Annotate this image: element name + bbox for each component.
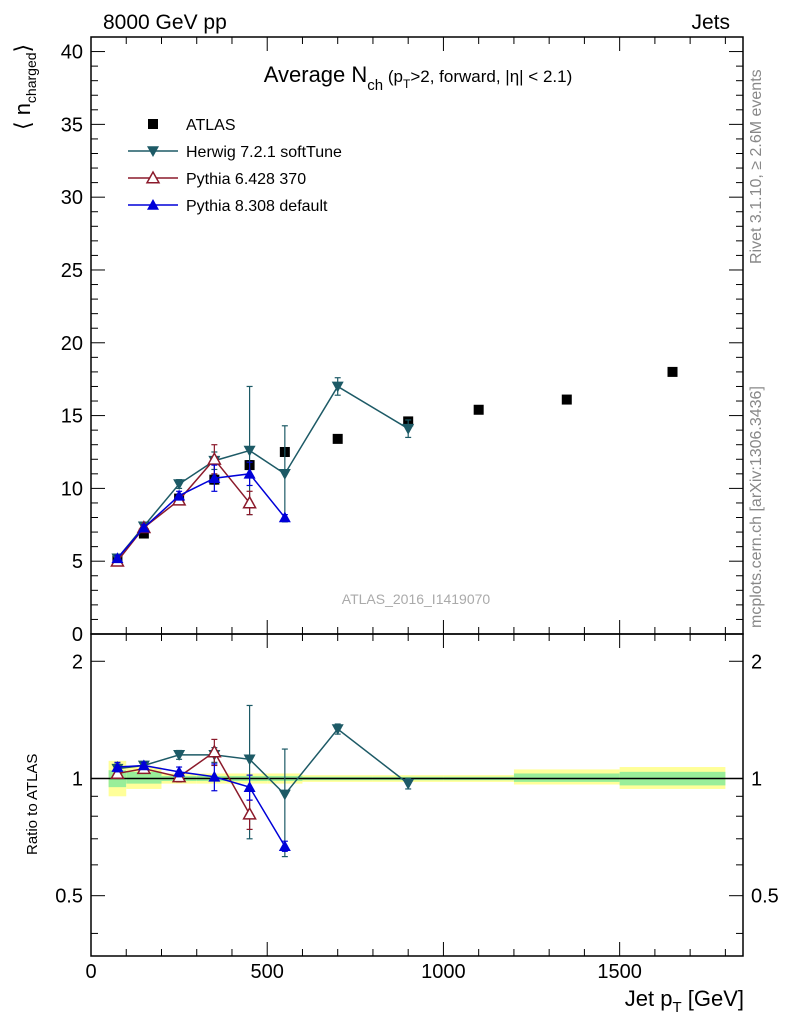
header-process: Jets	[691, 11, 730, 34]
chart-title: Average Nch (pT>2, forward, |η| < 2.1)	[264, 62, 573, 94]
ratio-point	[242, 806, 257, 820]
ratio-point	[278, 789, 291, 801]
ratio-point	[278, 840, 291, 851]
data-point	[208, 472, 221, 483]
ratio-point	[243, 781, 256, 792]
y-tick-label: 40	[61, 42, 83, 64]
x-tick-label: 0	[85, 961, 96, 983]
series-3	[111, 461, 291, 564]
data-point	[278, 511, 291, 523]
data-point	[473, 404, 484, 415]
y-tick-label: 20	[61, 333, 83, 355]
legend-label: ATLAS	[186, 117, 236, 134]
ratio-point	[208, 770, 221, 782]
ratio-point	[173, 765, 186, 777]
mcplots-label: mcplots.cern.ch [arXiv:1306.3436]	[748, 386, 765, 628]
legend-marker	[147, 146, 159, 157]
ratio-point	[402, 778, 415, 790]
ratio-series-layer	[110, 704, 415, 858]
x-tick-label: 1000	[421, 961, 466, 983]
data-point	[278, 469, 291, 480]
header-energy: 8000 GeV pp	[103, 11, 227, 34]
data-point	[137, 521, 150, 533]
svg-text:Average Nch (pT>2, forward, |η: Average Nch (pT>2, forward, |η| < 2.1)	[264, 62, 573, 94]
ratio-series-2	[111, 759, 291, 852]
ratio-point	[110, 765, 125, 780]
legend-marker	[145, 170, 161, 184]
ratio-y-tick-label-right: 2	[751, 651, 762, 673]
ratio-y-axis-label: Ratio to ATLAS	[24, 754, 41, 855]
rivet-version-label: Rivet 3.1.10, ≥ 2.6M events	[748, 69, 765, 264]
legend-label: Pythia 8.308 default	[186, 198, 328, 215]
x-tick-label: 500	[251, 961, 284, 983]
data-point	[207, 451, 222, 465]
y-tick-label: 25	[61, 260, 83, 282]
legend-item: Herwig 7.2.1 softTune	[128, 144, 342, 161]
legend-item: ATLAS	[148, 117, 236, 134]
data-point	[243, 467, 256, 479]
ratio-line	[117, 764, 286, 847]
ratio-y-tick-label: 1	[72, 768, 83, 790]
legend-item: Pythia 8.308 default	[128, 198, 328, 215]
ratio-line	[117, 727, 409, 796]
data-point	[561, 394, 572, 405]
data-point	[332, 433, 343, 444]
x-tick-label: 1500	[597, 961, 642, 983]
main-series-layer	[110, 366, 678, 567]
ratio-point	[173, 750, 186, 761]
ratio-y-tick-label: 0.5	[55, 886, 83, 908]
y-tick-label: 5	[72, 551, 83, 573]
data-point	[173, 489, 186, 501]
legend-label: Herwig 7.2.1 softTune	[186, 144, 342, 161]
legend-marker	[147, 199, 159, 210]
y-tick-label: 30	[61, 187, 83, 209]
ratio-y-tick-label-right: 0.5	[751, 886, 779, 908]
ratio-point	[207, 744, 222, 758]
series-line	[116, 473, 286, 559]
ratio-point	[111, 761, 124, 772]
svg-text:Jet pT [GeV]: Jet pT [GeV]	[625, 986, 744, 1016]
data-point	[242, 495, 257, 509]
ratio-y-tick-label-right: 1	[751, 768, 762, 790]
data-point	[402, 423, 415, 435]
ratio-point	[243, 754, 256, 766]
series-0	[112, 366, 678, 565]
data-point	[667, 366, 678, 377]
y-tick-label: 0	[72, 624, 83, 646]
series-line	[116, 385, 409, 559]
ratio-plot-frame	[90, 633, 744, 957]
y-tick-label: 15	[61, 406, 83, 428]
analysis-watermark: ATLAS_2016_I1419070	[342, 591, 491, 607]
series-1	[111, 377, 415, 565]
main-y-axis-label: ⟨ ncharged⟩	[10, 44, 39, 130]
legend-marker	[148, 119, 158, 129]
ratio-y-tick-label: 2	[72, 651, 83, 673]
ratio-band-inner	[513, 773, 620, 782]
ratio-point	[137, 759, 150, 771]
legend-item: Pythia 6.428 370	[128, 170, 306, 188]
series-line	[116, 458, 251, 562]
data-point	[111, 552, 124, 564]
ratio-point	[331, 724, 344, 735]
data-point	[243, 445, 256, 457]
data-point	[331, 381, 344, 393]
svg-text:⟨ ncharged⟩: ⟨ ncharged⟩	[10, 44, 39, 130]
data-point	[138, 528, 149, 539]
y-tick-label: 35	[61, 114, 83, 136]
legend: ATLAS Herwig 7.2.1 softTune Pythia 6.428 3…	[128, 117, 342, 215]
data-point	[173, 479, 186, 491]
series-2	[110, 444, 257, 567]
legend-label: Pythia 6.428 370	[186, 171, 306, 188]
x-axis-label: Jet pT [GeV]	[625, 986, 744, 1016]
y-tick-label: 10	[61, 478, 83, 500]
